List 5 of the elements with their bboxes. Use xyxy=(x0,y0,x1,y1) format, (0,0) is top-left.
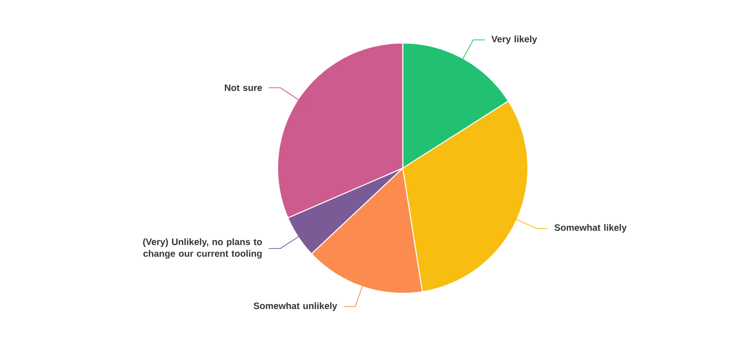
slice-label: Somewhat unlikely xyxy=(254,302,338,312)
slice-label: (Very) Unlikely, no plans to change our current tooling xyxy=(143,238,262,259)
slice-label: Not sure xyxy=(224,84,262,92)
slice-label: Somewhat likely xyxy=(554,224,627,233)
slice-label: Very likely xyxy=(491,36,538,44)
